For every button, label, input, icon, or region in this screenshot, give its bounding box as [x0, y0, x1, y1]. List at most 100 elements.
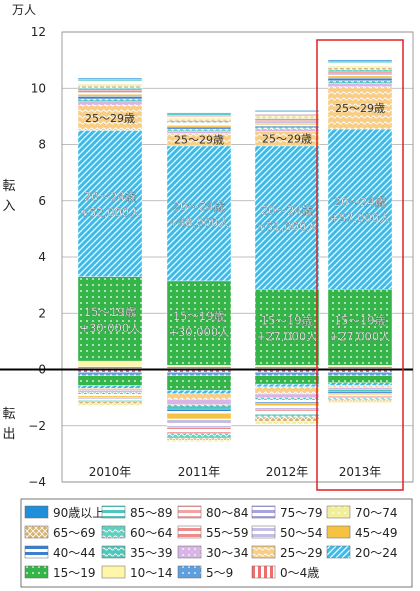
bar-segment-negative	[327, 398, 393, 402]
legend-label: 35～39	[130, 546, 173, 560]
bar-data-label: 15～19歳	[261, 313, 314, 327]
bar-segment	[166, 128, 232, 132]
legend-label: 0～4歳	[280, 566, 319, 580]
y-tick-label: 6	[38, 194, 46, 208]
bar-segment	[166, 125, 232, 128]
legend-label: 60～64	[130, 526, 173, 540]
bar-segment	[327, 128, 393, 290]
bar-data-label: +57,000人	[329, 211, 391, 225]
bar-segment-negative	[166, 432, 232, 439]
legend-label: 80～84	[206, 506, 249, 520]
bar-segment-negative	[327, 372, 393, 376]
bar-segment	[327, 67, 393, 70]
bar-data-label: 25～29歳	[262, 133, 312, 146]
bar-segment-negative	[166, 427, 232, 434]
bar-segment	[327, 71, 393, 75]
legend-swatch	[326, 525, 351, 539]
legend-swatch	[177, 525, 202, 539]
legend-swatch	[101, 505, 126, 519]
legend-swatch	[24, 545, 49, 559]
bar-segment-negative	[77, 403, 143, 406]
legend-swatch	[251, 505, 276, 519]
inflow-side-label: 入	[2, 199, 15, 214]
bar-segment	[254, 118, 320, 121]
bar-segment	[254, 124, 320, 127]
bar-data-label: 25～29歳	[335, 102, 385, 115]
legend-label: 85～89	[130, 506, 173, 520]
bar-data-label: +48,000人	[168, 215, 230, 229]
bar-segment-negative	[327, 396, 393, 398]
bar-segment-negative	[254, 405, 320, 411]
bar-segment-negative	[327, 389, 393, 392]
legend-swatch	[177, 545, 202, 559]
bar-data-label: 20～24歳	[261, 204, 314, 218]
legend-swatch	[326, 545, 351, 559]
bar-data-label: 15～19歳	[334, 313, 387, 327]
legend-label: 40～44	[53, 546, 96, 560]
outflow-side-label: 転	[2, 407, 15, 422]
bar-segment-negative	[254, 397, 320, 401]
bar-segment	[327, 289, 393, 366]
y-tick-label: 2	[38, 306, 46, 320]
bar-segment	[77, 84, 143, 87]
bar-segment-negative	[327, 392, 393, 396]
bar-segment	[166, 115, 232, 117]
legend-swatch	[326, 505, 351, 519]
bar-segment-negative	[77, 375, 143, 386]
bar-segment-negative	[327, 387, 393, 390]
bar-segment	[77, 85, 143, 89]
legend-label: 70～74	[355, 506, 398, 520]
legend-label: 55～59	[206, 526, 249, 540]
bar-segment	[166, 116, 232, 119]
legend-swatch	[24, 565, 49, 579]
bar-data-label: 15～19歳	[84, 305, 137, 319]
bar-segment	[327, 73, 393, 77]
bar-segment	[77, 360, 143, 367]
bar-segment-negative	[166, 413, 232, 420]
bar-segment	[327, 59, 393, 62]
bar-segment	[327, 60, 393, 63]
y-tick-label: 12	[31, 25, 46, 39]
bar-segment-negative	[166, 437, 232, 441]
bar-segment-negative	[166, 408, 232, 414]
bar-segment	[77, 82, 143, 85]
bar-segment-negative	[254, 383, 320, 388]
bar-segment	[254, 112, 320, 115]
x-tick-label: 2010年	[89, 465, 132, 479]
bar-segment-negative	[254, 399, 320, 404]
bar-segment	[77, 80, 143, 83]
legend-label: 50～54	[280, 526, 323, 540]
bar-segment	[327, 86, 393, 130]
bar-segment	[254, 115, 320, 118]
bar-segment	[77, 91, 143, 95]
bar-segment-negative	[77, 388, 143, 391]
bar-segment	[254, 117, 320, 119]
bar-segment	[77, 104, 143, 131]
bars	[77, 59, 393, 442]
bar-segment	[254, 111, 320, 114]
bar-segment	[327, 75, 393, 79]
bar-segment-negative	[254, 414, 320, 418]
bar-segment	[166, 113, 232, 116]
y-tick-label: 10	[31, 81, 46, 95]
legend-swatch	[251, 525, 276, 539]
bar-segment	[77, 87, 143, 91]
bar-segment-negative	[77, 372, 143, 376]
bar-segment-negative	[166, 440, 232, 442]
bar-segment-negative	[254, 386, 320, 395]
legend-label: 75～79	[280, 506, 323, 520]
bar-segment-negative	[327, 385, 393, 388]
bar-segment	[327, 65, 393, 68]
bar-data-label: 15～19歳	[173, 309, 226, 323]
bar-data-label: +30,000人	[79, 321, 141, 335]
x-tick-label: 2011年	[178, 465, 221, 479]
bar-segment-negative	[77, 400, 143, 403]
bar-segment	[254, 366, 320, 369]
legend-label: 30～34	[206, 546, 249, 560]
bar-segment-negative	[166, 372, 232, 376]
bar-segment-negative	[327, 397, 393, 400]
bar-segment-negative	[254, 409, 320, 415]
legend-label: 5～9	[206, 566, 233, 580]
